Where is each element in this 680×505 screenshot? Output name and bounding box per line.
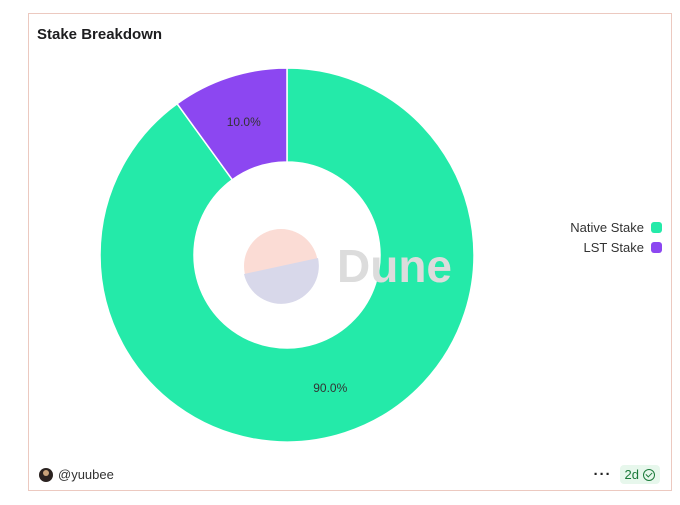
legend-swatch-native-stake: [651, 222, 662, 233]
legend: Native Stake LST Stake: [570, 220, 662, 255]
check-circle-icon: [643, 468, 655, 481]
more-options-icon[interactable]: ···: [593, 466, 612, 483]
chart-card: Stake Breakdown Dune 90.0% 10.0% Native S…: [28, 13, 672, 491]
labels-group: 90.0% 10.0%: [227, 115, 348, 395]
freshness-badge-label: 2d: [624, 467, 639, 482]
author-name: @yuubee: [58, 467, 114, 482]
donut-chart: Dune 90.0% 10.0%: [99, 67, 475, 443]
watermark-logo-bottom: [244, 258, 319, 304]
avatar: [39, 467, 53, 482]
legend-label-native-stake: Native Stake: [570, 220, 644, 235]
data-label-lst-stake: 10.0%: [227, 115, 261, 129]
freshness-badge[interactable]: 2d: [619, 465, 660, 484]
legend-item-native-stake[interactable]: Native Stake: [570, 220, 662, 235]
data-label-native-stake: 90.0%: [313, 381, 347, 395]
watermark-text: Dune: [337, 240, 452, 292]
legend-label-lst-stake: LST Stake: [583, 240, 644, 255]
author-link[interactable]: @yuubee: [39, 467, 114, 482]
legend-item-lst-stake[interactable]: LST Stake: [584, 240, 662, 255]
slices-group: [99, 67, 475, 443]
pie-slice-native-stake[interactable]: [99, 67, 475, 443]
card-actions: ··· 2d: [594, 465, 660, 484]
watermark: Dune: [244, 229, 452, 304]
pie-slice-lst-stake[interactable]: [176, 67, 288, 181]
chart-title: Stake Breakdown: [37, 26, 163, 43]
legend-swatch-lst-stake: [651, 242, 662, 253]
